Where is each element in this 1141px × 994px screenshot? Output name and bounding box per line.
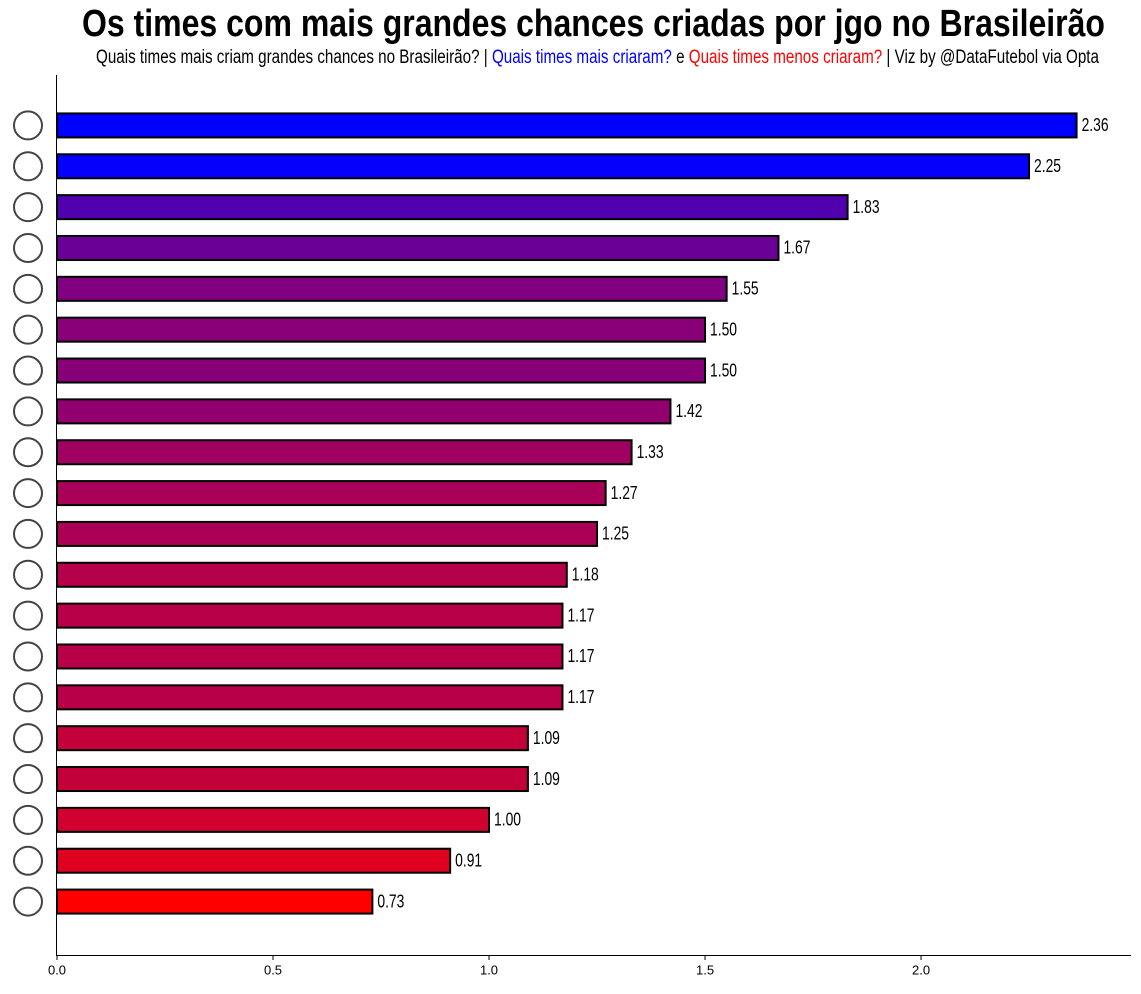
subtitle-part: Quais times mais criaram?: [492, 47, 672, 68]
value-label: 2.25: [1034, 156, 1061, 176]
bar: [56, 806, 491, 833]
bar: [56, 153, 1031, 180]
bar: [56, 888, 374, 915]
value-label: 1.17: [567, 605, 594, 625]
bar: [56, 520, 599, 547]
bar: [56, 725, 529, 752]
bar: [56, 194, 849, 221]
value-label: 1.55: [732, 279, 759, 299]
team-logo: [13, 845, 43, 876]
chart-title: Os times com mais grandes chances criada…: [82, 3, 1105, 45]
bar: [56, 561, 568, 588]
value-label: 1.50: [710, 360, 737, 380]
subtitle-part: e: [672, 47, 689, 68]
bar: [56, 357, 707, 384]
bar: [56, 684, 564, 711]
bar: [56, 112, 1078, 139]
team-logo: [13, 110, 43, 141]
team-logo: [13, 192, 43, 223]
bar: [56, 643, 564, 670]
value-label: 1.67: [783, 238, 810, 258]
team-logo: [13, 804, 43, 835]
team-logo: [13, 559, 43, 590]
team-logo: [13, 518, 43, 549]
value-label: 2.36: [1082, 115, 1109, 135]
bar: [56, 316, 707, 343]
value-label: 1.17: [567, 646, 594, 666]
team-logo: [13, 437, 43, 468]
bar: [56, 234, 780, 261]
value-label: 1.33: [637, 442, 664, 462]
value-label: 1.25: [602, 524, 629, 544]
value-label: 1.18: [572, 565, 599, 585]
x-tick-label: 0.0: [48, 962, 66, 977]
team-logo: [13, 764, 43, 795]
value-label: 0.91: [455, 850, 482, 870]
team-logo: [13, 886, 43, 917]
value-label: 0.73: [377, 891, 404, 911]
value-label: 1.17: [567, 687, 594, 707]
subtitle-part: Quais times mais criam grandes chances n…: [96, 47, 492, 68]
team-logo: [13, 682, 43, 713]
value-label: 1.83: [853, 197, 880, 217]
team-logo: [13, 151, 43, 182]
bar: [56, 398, 672, 425]
value-label: 1.50: [710, 319, 737, 339]
subtitle-part: | Viz by @DataFutebol via Opta: [882, 47, 1099, 68]
team-logo: [13, 232, 43, 263]
team-logo: [13, 478, 43, 509]
team-logo: [13, 355, 43, 386]
team-logo: [13, 314, 43, 345]
bar: [56, 480, 607, 507]
team-logo: [13, 600, 43, 631]
x-tick-label: 1.0: [480, 962, 498, 977]
value-label: 1.00: [494, 810, 521, 830]
x-tick-label: 1.5: [696, 962, 714, 977]
value-label: 1.09: [533, 728, 560, 748]
team-logo: [13, 396, 43, 427]
bar: [56, 847, 452, 874]
team-logo: [13, 273, 43, 304]
bar: [56, 766, 529, 793]
value-label: 1.27: [611, 483, 638, 503]
team-logo: [13, 723, 43, 754]
bar: [56, 439, 633, 466]
value-label: 1.42: [675, 401, 702, 421]
bar: [56, 275, 728, 302]
chart-subtitle: Quais times mais criam grandes chances n…: [96, 47, 1099, 68]
subtitle-part: Quais times menos criaram?: [689, 47, 882, 68]
bar: [56, 602, 564, 629]
team-logo: [13, 641, 43, 672]
value-label: 1.09: [533, 769, 560, 789]
x-tick-label: 0.5: [264, 962, 282, 977]
x-tick-label: 2.0: [912, 962, 930, 977]
